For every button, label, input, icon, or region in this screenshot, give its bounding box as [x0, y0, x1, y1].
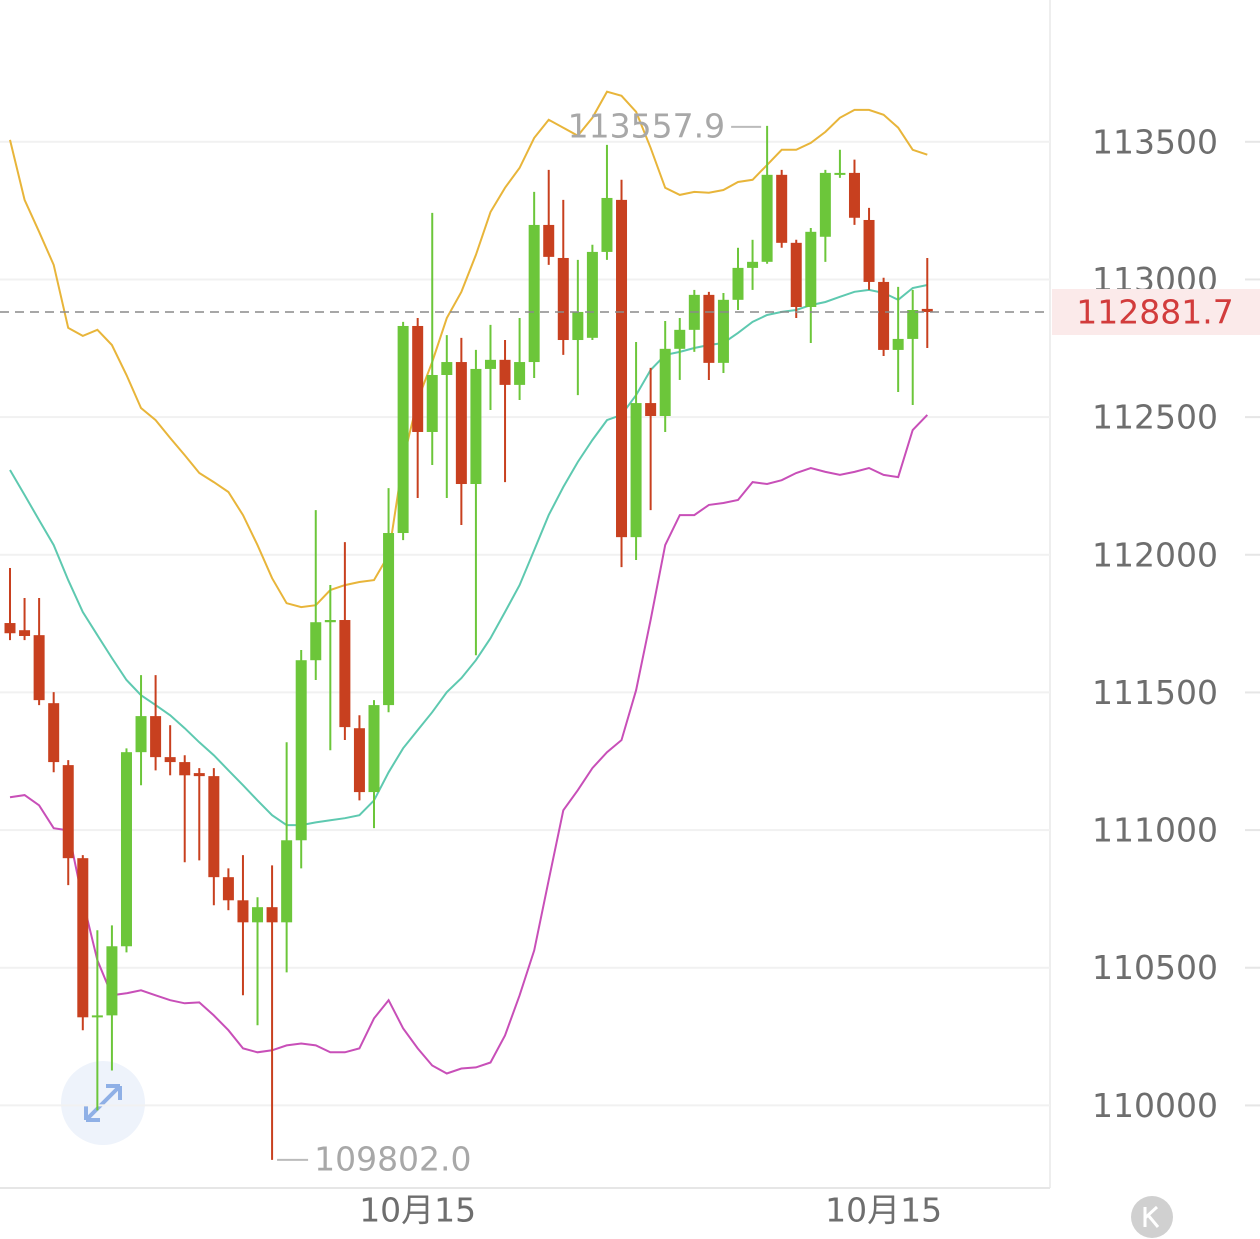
- candle-body: [19, 630, 31, 636]
- candle-body: [557, 257, 569, 341]
- candle-body: [412, 325, 424, 432]
- candle-body: [353, 728, 365, 793]
- k-circle[interactable]: [1131, 1196, 1173, 1238]
- candle-body: [761, 174, 773, 262]
- candle-body: [645, 403, 657, 417]
- candle-body: [834, 172, 846, 175]
- last-price-tag: [1052, 289, 1260, 336]
- candle-body: [383, 533, 395, 706]
- candle-body: [863, 219, 875, 282]
- candle-body: [747, 261, 759, 268]
- y-tick-label: 112500: [1092, 398, 1218, 437]
- y-tick-label: 111000: [1092, 811, 1218, 850]
- candle-body: [819, 172, 831, 237]
- candle-body: [295, 660, 307, 841]
- candle-body: [921, 308, 933, 313]
- candle-body: [368, 705, 380, 793]
- candle-body: [790, 242, 802, 307]
- candle-body: [528, 224, 540, 363]
- candle-body: [339, 620, 351, 728]
- y-tick-label: 110000: [1092, 1086, 1218, 1125]
- candle-body: [33, 635, 45, 701]
- candle-body: [543, 224, 555, 257]
- candle-body: [106, 946, 118, 1016]
- candle-body: [281, 840, 293, 923]
- candle-body: [48, 703, 60, 763]
- candle-body: [397, 325, 409, 534]
- y-tick-label: 110500: [1092, 948, 1218, 987]
- candle-body: [179, 762, 191, 776]
- candle-body: [572, 311, 584, 341]
- x-tick-label: 10月15: [825, 1191, 942, 1230]
- candle-body: [120, 752, 132, 947]
- band-line: [9, 284, 928, 827]
- low-annotation: 109802.0: [314, 1139, 471, 1178]
- candle-body: [193, 773, 205, 777]
- candle-body: [616, 199, 628, 538]
- candle-body: [237, 900, 249, 923]
- y-tick-label: 113500: [1092, 122, 1218, 161]
- candle-body: [150, 716, 162, 758]
- x-tick-label: 10月15: [359, 1191, 476, 1230]
- high-annotation: 113557.9: [568, 106, 725, 145]
- candle-body: [907, 310, 919, 339]
- candle-body: [848, 172, 860, 218]
- candle-body: [805, 231, 817, 307]
- candle-body: [310, 622, 322, 661]
- candle-body: [62, 765, 74, 859]
- candle-body: [514, 362, 526, 385]
- band-line: [9, 414, 929, 1075]
- candle-body: [441, 362, 453, 375]
- y-tick-label: 112000: [1092, 535, 1218, 574]
- candle-body: [630, 403, 642, 538]
- candle-body: [222, 877, 234, 901]
- candle-body: [135, 716, 147, 753]
- candle-body: [776, 174, 788, 243]
- k-button[interactable]: [1131, 1196, 1173, 1238]
- candle-body: [208, 776, 220, 878]
- candle-body: [164, 757, 176, 763]
- band-line: [9, 90, 928, 609]
- candle-body: [674, 329, 686, 349]
- candle-body: [601, 197, 613, 252]
- candle-body: [892, 338, 904, 350]
- candle-body: [499, 359, 511, 385]
- candle-body: [4, 623, 16, 634]
- last-price-label: 112881.7: [1076, 293, 1233, 332]
- y-tick-label: 111500: [1092, 673, 1218, 712]
- candle-body: [717, 299, 729, 363]
- candle-body: [732, 267, 744, 300]
- candle-body: [91, 1015, 103, 1018]
- candle-body: [426, 374, 438, 432]
- candle-body: [77, 858, 89, 1018]
- candle-body: [878, 281, 890, 350]
- expand-glyph: [84, 1084, 122, 1122]
- candle-body: [586, 251, 598, 338]
- candle-body: [470, 368, 482, 485]
- candle-body: [703, 294, 715, 363]
- k-glyph: [1143, 1205, 1160, 1228]
- candle-body: [659, 348, 671, 417]
- candle-body: [324, 620, 336, 623]
- candle-body: [266, 907, 278, 923]
- candle-body: [455, 362, 467, 485]
- candle-body: [252, 907, 264, 923]
- expand-icon[interactable]: [61, 1061, 145, 1145]
- candle-body: [484, 359, 496, 369]
